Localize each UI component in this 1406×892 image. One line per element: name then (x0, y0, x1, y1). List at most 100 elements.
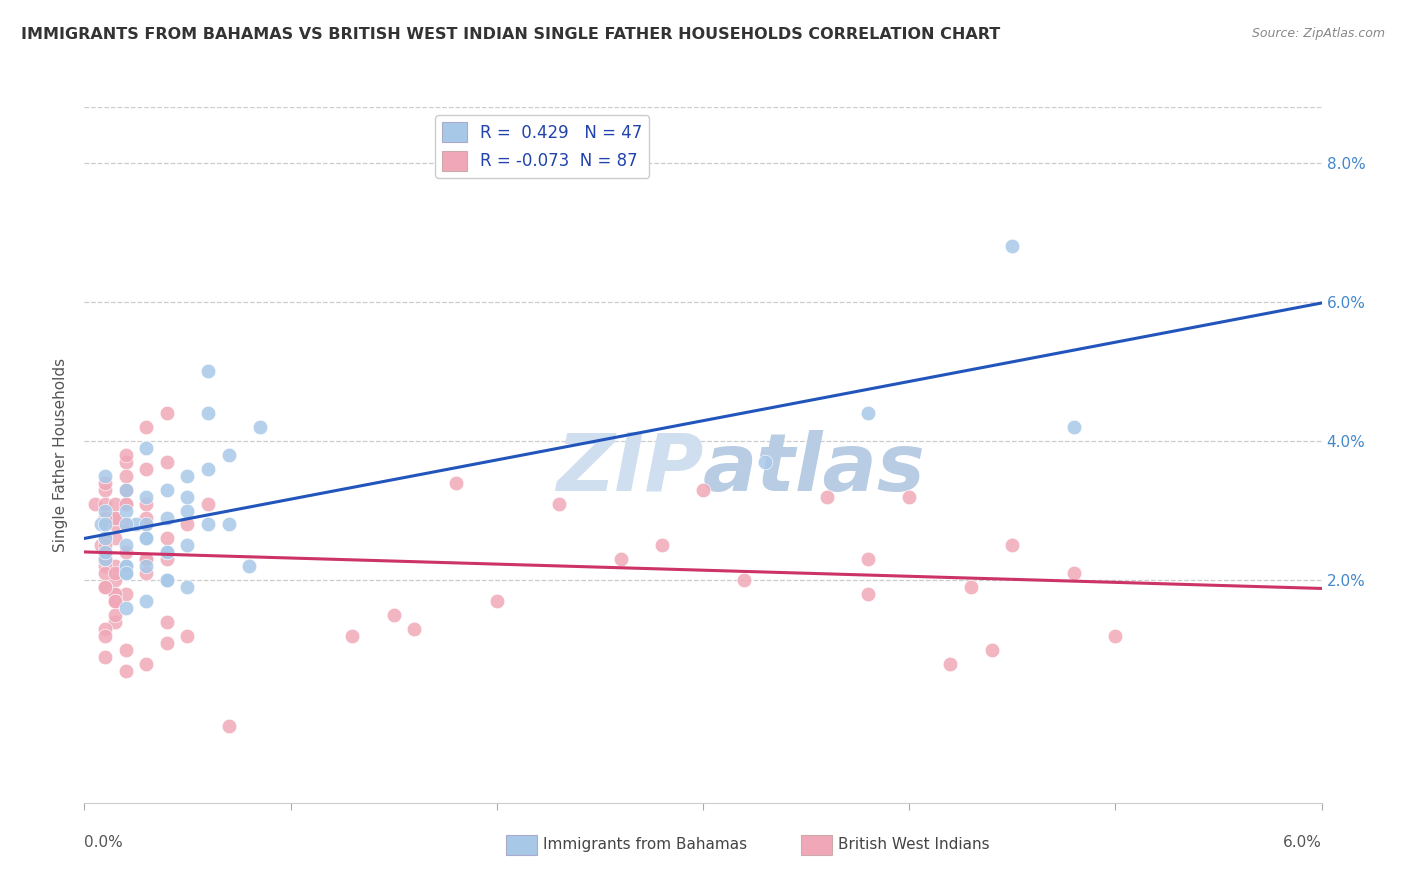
Point (218, 517, 240, 532)
Point (135, 552, 157, 566)
Point (733, 573, 755, 587)
Point (94, 545, 117, 559)
Text: Source: ZipAtlas.com: Source: ZipAtlas.com (1251, 27, 1385, 40)
Point (218, 448, 240, 462)
Point (114, 566, 136, 581)
Point (1104, 629, 1126, 643)
Point (104, 594, 127, 608)
Point (197, 462, 219, 476)
Point (960, 580, 983, 594)
Point (114, 664, 136, 678)
Point (156, 552, 179, 566)
Point (135, 490, 157, 504)
Point (104, 573, 127, 587)
Point (94, 580, 117, 594)
Point (104, 587, 127, 601)
Point (104, 510, 127, 524)
Point (651, 538, 673, 552)
Point (104, 566, 127, 581)
Point (815, 490, 838, 504)
Point (94, 552, 117, 566)
Point (156, 510, 179, 524)
Point (125, 517, 148, 532)
Point (156, 455, 179, 469)
Point (114, 483, 136, 497)
Point (249, 420, 271, 434)
Point (444, 475, 467, 490)
Text: atlas: atlas (703, 430, 925, 508)
Point (382, 607, 405, 622)
Point (1001, 239, 1024, 253)
Point (94, 559, 117, 574)
Point (104, 594, 127, 608)
Text: Immigrants from Bahamas: Immigrants from Bahamas (543, 838, 747, 852)
Point (94, 475, 117, 490)
Point (104, 607, 127, 622)
Point (404, 622, 426, 636)
Point (135, 510, 157, 524)
Point (485, 594, 508, 608)
Point (197, 497, 219, 511)
Point (114, 559, 136, 574)
Point (856, 406, 879, 420)
Point (547, 497, 569, 511)
Point (114, 566, 136, 581)
Point (176, 517, 198, 532)
Point (980, 642, 1002, 657)
Point (94, 532, 117, 546)
Point (238, 559, 260, 574)
Legend: R =  0.429   N = 47, R = -0.073  N = 87: R = 0.429 N = 47, R = -0.073 N = 87 (436, 115, 650, 178)
Point (197, 364, 219, 378)
Point (135, 594, 157, 608)
Point (114, 503, 136, 517)
Point (342, 629, 364, 643)
Point (94, 532, 117, 546)
Point (218, 719, 240, 733)
Point (114, 642, 136, 657)
Point (94, 497, 117, 511)
Point (114, 559, 136, 574)
Point (114, 587, 136, 601)
Point (94, 649, 117, 664)
Point (176, 490, 198, 504)
Point (176, 629, 198, 643)
Y-axis label: Single Father Households: Single Father Households (53, 358, 69, 552)
Point (94, 580, 117, 594)
Point (114, 601, 136, 615)
Point (114, 468, 136, 483)
Point (156, 636, 179, 650)
Point (156, 573, 179, 587)
Point (94, 532, 117, 546)
Point (1063, 566, 1085, 581)
Point (135, 441, 157, 455)
Point (135, 497, 157, 511)
Point (94, 622, 117, 636)
Point (114, 517, 136, 532)
Point (104, 497, 127, 511)
Point (692, 483, 714, 497)
Point (156, 532, 179, 546)
Point (856, 552, 879, 566)
Text: British West Indians: British West Indians (838, 838, 990, 852)
Point (114, 545, 136, 559)
Point (94, 510, 117, 524)
Point (609, 552, 631, 566)
Point (90, 538, 112, 552)
Text: IMMIGRANTS FROM BAHAMAS VS BRITISH WEST INDIAN SINGLE FATHER HOUSEHOLDS CORRELAT: IMMIGRANTS FROM BAHAMAS VS BRITISH WEST … (21, 27, 1000, 42)
Point (898, 490, 921, 504)
Point (114, 559, 136, 574)
Point (135, 532, 157, 546)
Point (754, 455, 776, 469)
Point (135, 559, 157, 574)
Point (135, 657, 157, 671)
Point (176, 503, 198, 517)
Point (939, 657, 962, 671)
Point (104, 559, 127, 574)
Point (104, 615, 127, 629)
Point (1063, 420, 1085, 434)
Point (176, 580, 198, 594)
Point (197, 517, 219, 532)
Point (114, 483, 136, 497)
Point (176, 538, 198, 552)
Point (1001, 538, 1024, 552)
